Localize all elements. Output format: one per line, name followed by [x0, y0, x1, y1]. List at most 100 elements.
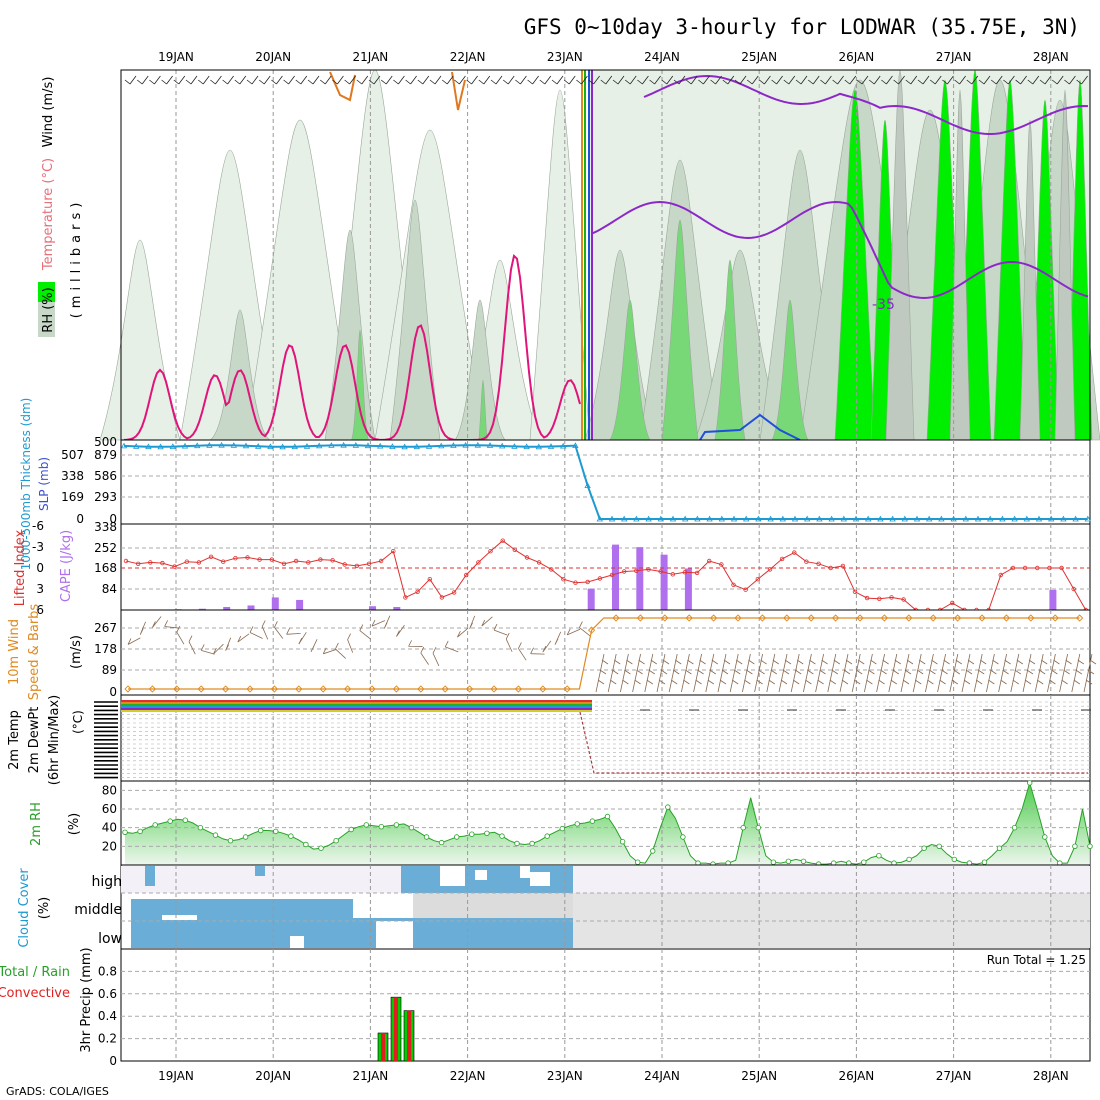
slp-marker [438, 442, 445, 449]
li-marker [512, 547, 517, 552]
li-marker [573, 580, 578, 585]
rh-region [99, 239, 181, 441]
cape-bar [296, 599, 304, 610]
slp-marker [1048, 515, 1055, 522]
wind-barb [624, 75, 637, 85]
rh-region [834, 89, 876, 441]
slp-marker [852, 515, 860, 522]
slp-marker [291, 443, 298, 450]
wind-barb [783, 75, 796, 85]
li-marker [451, 590, 457, 595]
wind-barb [441, 75, 454, 85]
wind-barb [124, 75, 137, 85]
wind-barb [258, 75, 271, 85]
precip-convective-bar [394, 997, 398, 1061]
cloud-high [255, 866, 265, 876]
slp-marker [499, 442, 506, 449]
wind-speed-marker [124, 685, 132, 693]
precip-convective-bar [407, 1010, 411, 1061]
top-date-label: 20JAN [255, 50, 291, 64]
cape-bar [1049, 589, 1057, 610]
rh-marker [152, 822, 158, 828]
bottom-date-label: 24JAN [644, 1069, 680, 1083]
bottom-date-label: 23JAN [547, 1069, 583, 1083]
rh-tick: 60 [102, 802, 117, 816]
wind-speed-marker [417, 685, 425, 693]
slp-marker [218, 441, 225, 448]
top-date-label: 28JAN [1033, 50, 1069, 64]
wind-barb [176, 625, 185, 645]
slp-marker [413, 443, 420, 450]
cloud-high-band [121, 866, 1090, 893]
slp-marker [206, 441, 213, 448]
li-marker [719, 562, 724, 567]
temp-ylabel-1: 2m Temp [7, 710, 22, 770]
rh-marker [393, 822, 400, 828]
slp-marker [804, 515, 811, 522]
wind-barb [881, 75, 893, 85]
wind-barb [844, 75, 857, 85]
cloud-high-gap [530, 872, 550, 886]
wind-speed-marker [270, 685, 279, 693]
wind-barb [790, 653, 804, 693]
cloud-gap [162, 915, 197, 920]
cape-bar [393, 606, 401, 610]
wind-barb [271, 75, 283, 85]
wind-speed-marker [807, 614, 815, 622]
li-marker [767, 567, 773, 572]
li-marker [561, 577, 566, 582]
wind-barb [990, 75, 1003, 85]
li-marker [524, 555, 530, 560]
li-marker [245, 555, 250, 560]
rh-region [714, 259, 746, 441]
rh-marker [454, 834, 460, 840]
slp-marker [682, 515, 689, 522]
wind-barb [515, 75, 527, 85]
wind-barb [246, 75, 259, 85]
wind-barb [722, 75, 735, 85]
slp-ylabel-thickness: 1000-500mb Thickness (dm) [19, 398, 33, 571]
bottom-date-label: 21JAN [353, 1069, 389, 1083]
wind-barb [1059, 653, 1072, 693]
wind-speed-marker [783, 614, 791, 622]
slp-marker [255, 442, 262, 449]
wind-barb [1076, 75, 1088, 85]
wind-barb [481, 616, 493, 627]
wind-barb [717, 653, 731, 693]
wind-barb [876, 653, 889, 693]
li-marker [220, 559, 226, 564]
temperature-contours [123, 70, 1089, 441]
rh-marker [544, 833, 550, 839]
rh-ylabel: 2m RH [29, 802, 44, 846]
cape-ylabel-cape: CAPE (J/kg) [59, 530, 74, 602]
slp-marker [340, 441, 347, 448]
slp-top-value: 500 [94, 435, 117, 449]
rh-marker [650, 848, 656, 854]
li-marker [609, 572, 615, 578]
wind-barb [832, 75, 844, 85]
top-date-label: 26JAN [839, 50, 875, 64]
cape-tick: 168 [94, 561, 117, 575]
li-marker [731, 582, 736, 587]
rh-marker [755, 825, 761, 831]
wind-barb [759, 75, 771, 85]
cloud-gap [290, 936, 304, 948]
wind-speed-marker [563, 685, 571, 693]
wind-speed-marker [1075, 614, 1084, 622]
wind-barb [856, 75, 869, 85]
cloud-cover-panel: high middle low Cloud Cover (%) [17, 864, 1091, 950]
rh-region [949, 89, 971, 441]
wind-barb [161, 75, 173, 85]
wind-barb [649, 75, 661, 85]
wind-barb [1051, 75, 1064, 85]
upper-grid [175, 70, 1052, 440]
slp-marker [401, 443, 408, 450]
wind-barb [644, 653, 658, 693]
wind-speed-marker [392, 685, 401, 693]
slp-marker [926, 515, 933, 522]
rh-marker [951, 856, 957, 863]
precip-panel: 0.8 0.6 0.4 0.2 0 Run Total = 1.25 Total / R… [0, 947, 1091, 1068]
slp-left-tick: 338 [61, 469, 84, 483]
wind-barb [466, 75, 478, 85]
slp-marker [816, 515, 823, 522]
